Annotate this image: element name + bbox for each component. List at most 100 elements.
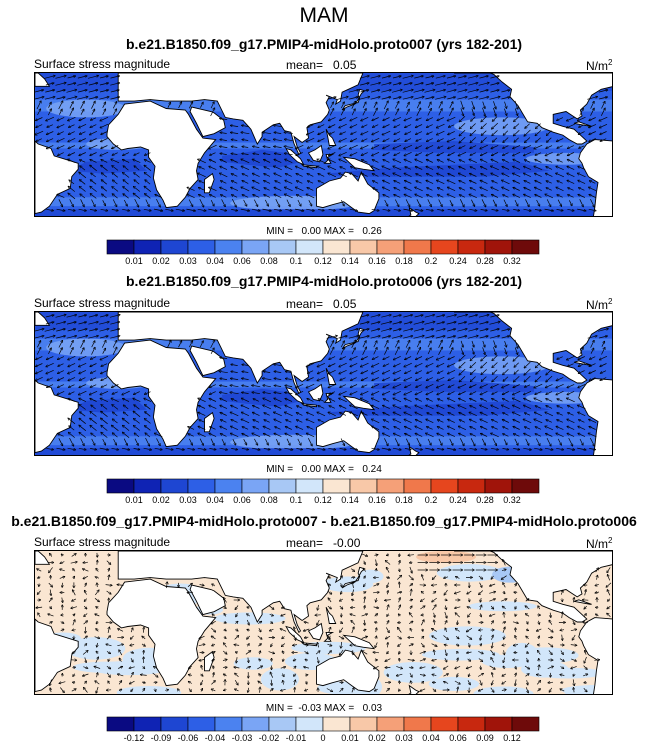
wind-arrow xyxy=(394,138,401,142)
wind-arrow xyxy=(567,166,575,170)
wind-arrow xyxy=(242,147,249,148)
colorbar-swatch xyxy=(160,716,189,732)
wind-arrow xyxy=(99,90,108,93)
wind-arrow xyxy=(478,83,489,86)
wind-arrow xyxy=(547,130,552,136)
wind-arrow xyxy=(57,194,65,198)
wind-arrow xyxy=(413,90,424,93)
wind-arrow xyxy=(241,132,250,133)
wind-arrow xyxy=(351,131,357,135)
wind-arrow xyxy=(46,116,55,121)
wind-arrow xyxy=(263,146,271,147)
wind-arrow xyxy=(307,166,314,170)
wind-arrow xyxy=(274,132,282,133)
colorbar-swatch xyxy=(241,239,270,255)
wind-arrow xyxy=(220,118,228,119)
panel-1-units: N/m2 xyxy=(586,58,612,73)
panel-3-units-exp: 2 xyxy=(608,536,613,545)
wind-arrow xyxy=(457,97,467,100)
wind-arrow xyxy=(435,76,445,79)
wind-arrow xyxy=(448,187,456,192)
panel-2-mean: mean= 0.05 xyxy=(286,297,356,311)
wind-arrow xyxy=(546,167,553,170)
field-patch xyxy=(454,117,551,136)
wind-arrow xyxy=(123,173,130,178)
wind-arrow xyxy=(436,123,445,128)
wind-arrow xyxy=(372,174,379,177)
wind-arrow xyxy=(90,124,97,128)
wind-arrow xyxy=(480,180,488,184)
wind-arrow xyxy=(383,138,390,142)
wind-arrow xyxy=(416,152,422,156)
diff-positive-patch xyxy=(416,551,477,563)
wind-arrow xyxy=(91,101,95,109)
wind-arrow xyxy=(480,159,488,163)
wind-arrow xyxy=(524,129,531,136)
wind-arrow xyxy=(489,97,500,100)
panel-2-map xyxy=(34,311,613,456)
wind-arrow xyxy=(318,138,325,142)
colorbar-swatch xyxy=(457,716,486,732)
wind-arrow xyxy=(37,109,41,116)
wind-arrow xyxy=(459,116,466,121)
colorbar-tick-label: 0.06 xyxy=(449,733,467,743)
wind-arrow xyxy=(481,137,487,142)
colorbar-swatch xyxy=(511,716,540,732)
wind-arrow xyxy=(579,145,585,148)
wind-arrow xyxy=(556,173,565,178)
wind-arrow xyxy=(481,174,488,177)
wind-arrow xyxy=(209,187,217,192)
panel-1-units-base: N/m xyxy=(586,59,608,73)
wind-arrow xyxy=(231,167,238,170)
wind-arrow xyxy=(44,97,55,100)
wind-arrow xyxy=(99,83,108,86)
colorbar-swatch xyxy=(349,239,378,255)
wind-arrow xyxy=(470,145,477,149)
wind-arrow xyxy=(68,137,76,141)
wind-arrow xyxy=(134,166,140,171)
wind-arrow xyxy=(449,108,453,116)
wind-arrow xyxy=(480,187,488,192)
diff-negative-patch xyxy=(531,667,605,679)
colorbar-tick-label: 0.03 xyxy=(395,733,413,743)
wind-arrow xyxy=(307,188,314,191)
wind-arrow xyxy=(468,97,478,100)
wind-arrow xyxy=(535,187,542,191)
colorbar-tick-label: 0.02 xyxy=(152,495,170,505)
wind-arrow xyxy=(97,552,98,557)
wind-arrow xyxy=(524,145,532,148)
wind-arrow xyxy=(447,116,456,121)
wind-arrow xyxy=(339,173,347,178)
colorbar-tick-label: 0.32 xyxy=(503,256,521,266)
wind-arrow xyxy=(557,160,563,163)
wind-arrow xyxy=(69,180,75,185)
wind-arrow xyxy=(372,137,380,141)
field-band xyxy=(35,142,612,149)
wind-arrow xyxy=(394,124,401,128)
wind-arrow xyxy=(426,160,433,163)
wind-arrow xyxy=(545,152,553,155)
wind-arrow xyxy=(493,107,496,116)
panel-1-minmax: MIN = 0.00 MAX = 0.26 xyxy=(266,226,382,237)
wind-arrow xyxy=(437,138,444,142)
colorbar-tick-label: 0.16 xyxy=(368,256,386,266)
wind-arrow xyxy=(446,83,456,86)
wind-arrow xyxy=(459,129,466,136)
wind-arrow xyxy=(90,180,97,185)
wind-arrow xyxy=(241,187,250,192)
field-patch xyxy=(46,338,127,357)
wind-arrow xyxy=(502,187,510,192)
wind-arrow xyxy=(134,180,140,185)
colorbar-tick-label: 0.28 xyxy=(476,256,494,266)
wind-arrow xyxy=(144,173,151,178)
wind-arrow xyxy=(414,83,423,86)
wind-arrow xyxy=(513,166,521,170)
wind-arrow xyxy=(404,151,412,155)
colorbar-tick-label: 0.12 xyxy=(314,256,332,266)
wind-arrow xyxy=(579,124,585,128)
wind-arrow xyxy=(471,108,474,116)
panel-1-colorbar: 0.01 0.02 0.03 0.04 0.06 0.08 0.1 0.12 0.14 0.16 0… xyxy=(106,239,540,270)
wind-arrow xyxy=(144,186,152,192)
wind-arrow xyxy=(372,160,379,163)
wind-arrow xyxy=(68,152,76,156)
